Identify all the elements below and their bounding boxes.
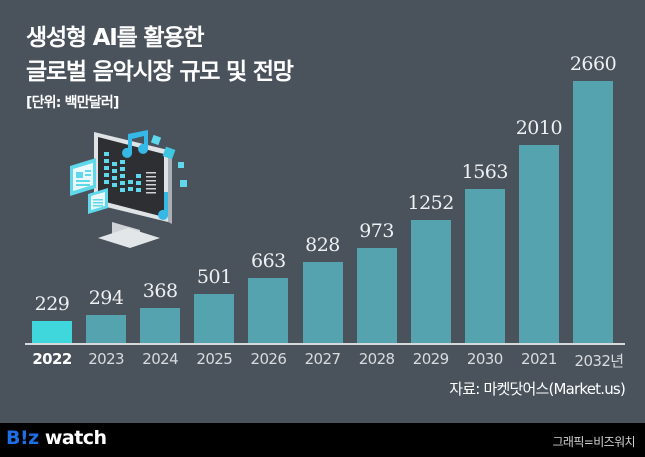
bar-2029 [410,220,451,344]
logo-watch: watch [38,427,107,449]
x-axis-line [25,343,625,345]
year-label: 2024 [142,350,179,368]
chart-title-line2: 글로벌 음악시장 규모 및 전망 [26,59,294,85]
value-label: 973 [359,219,394,242]
bar-chart: 229 2022 294 2023 368 2024 501 2025 663 2026 828 20… [32,53,625,370]
value-label: 663 [251,250,286,273]
logo-biz: B!z [6,427,39,449]
year-label: 2021 [521,350,557,368]
footer-bar: B!z watch 그래픽=비즈워치 [0,423,645,457]
unit-label: [단위: 백만달러] [26,95,119,111]
value-label: 1563 [461,161,509,184]
bar-2026 [248,278,289,344]
value-label: 2010 [515,117,563,140]
chart-title-line1: 생성형 AI를 활용한 [26,25,204,51]
bar-2024 [140,307,181,344]
source-note: 자료: 마켓닷어스(Market.us) [449,380,626,398]
bar-2021 [518,145,559,344]
bar-2027 [302,262,343,344]
graphic-credit: 그래픽=비즈워치 [552,435,635,449]
bar-2022 [32,321,72,344]
value-label: 828 [305,234,340,257]
bizwatch-logo: B!z watch [6,427,107,449]
year-label: 2030 [466,350,503,368]
year-label: 2026 [250,350,287,368]
value-label: 229 [34,293,70,316]
year-label: 2029 [412,350,449,368]
year-label: 2027 [304,350,341,368]
bar-2023 [86,314,127,344]
bar-2028 [356,247,397,344]
bar-2032년 [573,81,613,344]
year-label: 2025 [196,350,233,368]
year-label: 2028 [358,350,395,368]
year-label: 2022 [32,350,72,368]
value-label: 1252 [407,192,455,215]
bar-2030 [464,189,505,344]
value-label: 294 [88,286,124,309]
value-label: 2660 [569,53,617,75]
value-label: 501 [196,266,232,289]
music-monitor-icon [60,122,190,252]
bar-2025 [194,294,235,344]
year-label: 2023 [88,350,124,368]
value-label: 368 [142,279,178,302]
year-label: 2032년 [574,352,625,370]
